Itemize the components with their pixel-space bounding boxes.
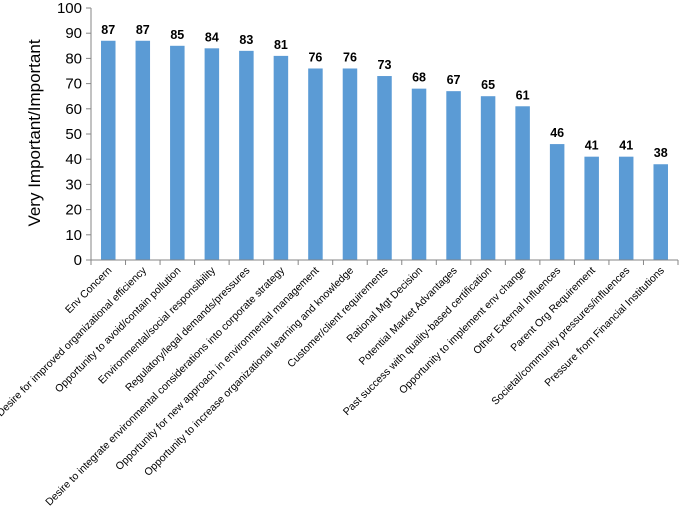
y-tick-label: 20 [65,202,82,219]
x-category-label: Regulatory/legal demands/pressures [123,265,252,394]
data-label: 65 [481,78,495,92]
data-label: 76 [308,50,322,64]
y-tick-label: 30 [65,176,82,193]
bars [101,40,668,261]
bar [342,68,358,260]
x-category-label: Opportunity to implement env change [397,265,529,397]
y-tick-label: 60 [65,101,82,118]
bar [101,40,116,261]
y-tick-label: 10 [65,227,82,244]
bar [515,106,530,260]
bar [308,68,323,260]
data-label: 84 [205,30,219,44]
bar [549,144,565,260]
y-tick-label: 90 [65,25,82,42]
y-tick-label: 50 [65,126,82,143]
bar [239,50,254,261]
data-label: 61 [516,88,530,102]
data-label: 81 [274,38,288,52]
bar [204,48,220,260]
bar [480,96,496,260]
bar [446,91,461,260]
y-tick-label: 40 [65,151,82,168]
data-label: 73 [378,58,392,72]
bar [584,156,599,260]
bar [377,76,392,260]
axes [90,8,679,265]
bar [273,55,289,260]
bar [618,156,634,260]
bar [411,88,427,260]
data-label: 38 [654,146,668,160]
data-label: 85 [170,28,184,42]
y-tick-label: 0 [74,252,82,269]
y-axis-ticks: 0 10 20 30 40 50 60 70 80 90 100 [57,0,91,269]
data-label: 76 [343,50,357,64]
y-tick-label: 80 [65,50,82,67]
data-labels: 87 87 85 84 83 81 76 76 73 68 67 65 61 46 41 41 38 [101,23,667,160]
data-label: 41 [585,139,599,153]
bar [653,164,668,260]
y-axis-title: Very Important/Important [25,39,44,226]
data-label: 87 [136,23,150,37]
data-label: 83 [239,33,253,47]
y-axis-title-group: Very Important/Important [25,39,44,226]
data-label: 67 [447,73,461,87]
bar [135,40,151,261]
data-label: 41 [619,139,633,153]
x-category-label: Opportunity to avoid/contain pollution [53,265,184,396]
data-label: 68 [412,71,426,85]
data-label: 87 [101,23,115,37]
y-tick-label: 70 [65,76,82,93]
y-tick-label: 100 [57,0,82,17]
x-category-label: Desire for improved organizational effic… [0,264,149,419]
data-label: 46 [550,126,564,140]
bar [170,45,185,260]
